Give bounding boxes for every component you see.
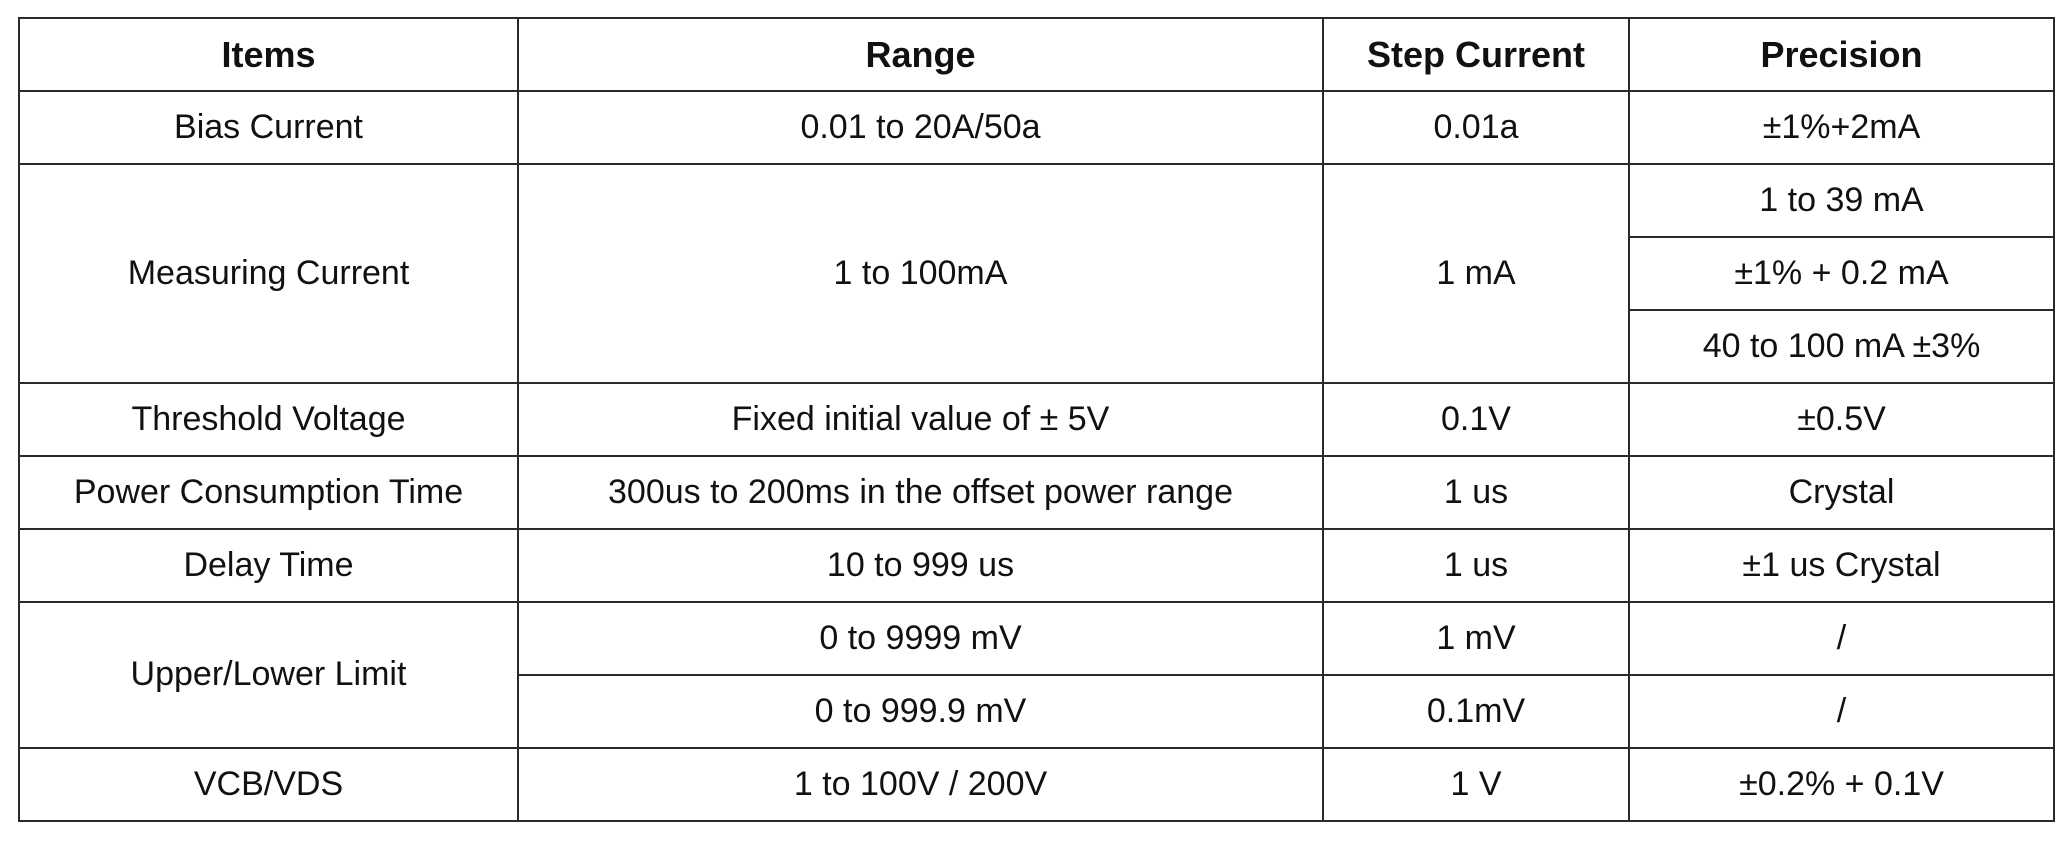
row-vcb-vds: VCB/VDS 1 to 100V / 200V 1 V ±0.2% + 0.1… <box>18 747 2055 822</box>
cell-item: Bias Current <box>18 90 519 165</box>
cell-range: 1 to 100V / 200V <box>517 747 1324 822</box>
header-range: Range <box>517 17 1324 92</box>
cell-range: 10 to 999 us <box>517 528 1324 603</box>
cell-precision: Crystal <box>1628 455 2055 530</box>
cell-precision: ±1%+2mA <box>1628 90 2055 165</box>
spec-table-container: Items Range Step Current Precision Bias … <box>18 17 2055 822</box>
cell-item: Measuring Current <box>18 163 519 384</box>
header-items: Items <box>18 17 519 92</box>
cell-step: 1 mV <box>1322 601 1630 676</box>
cell-step: 0.1mV <box>1322 674 1630 749</box>
cell-precision: 40 to 100 mA ±3% <box>1628 309 2055 384</box>
row-threshold-voltage: Threshold Voltage Fixed initial value of… <box>18 382 2055 457</box>
header-row: Items Range Step Current Precision <box>18 17 2055 92</box>
cell-range: Fixed initial value of ± 5V <box>517 382 1324 457</box>
cell-item: VCB/VDS <box>18 747 519 822</box>
cell-step: 1 V <box>1322 747 1630 822</box>
cell-precision: ±0.5V <box>1628 382 2055 457</box>
row-delay-time: Delay Time 10 to 999 us 1 us ±1 us Cryst… <box>18 528 2055 603</box>
cell-step: 1 us <box>1322 455 1630 530</box>
row-power-consumption-time: Power Consumption Time 300us to 200ms in… <box>18 455 2055 530</box>
cell-range: 0.01 to 20A/50a <box>517 90 1324 165</box>
cell-range: 0 to 9999 mV <box>517 601 1324 676</box>
cell-step: 1 mA <box>1322 163 1630 384</box>
row-bias-current: Bias Current 0.01 to 20A/50a 0.01a ±1%+2… <box>18 90 2055 165</box>
cell-precision: ±1% + 0.2 mA <box>1628 236 2055 311</box>
cell-step: 0.01a <box>1322 90 1630 165</box>
cell-precision: ±0.2% + 0.1V <box>1628 747 2055 822</box>
cell-precision: 1 to 39 mA <box>1628 163 2055 238</box>
cell-range: 0 to 999.9 mV <box>517 674 1324 749</box>
header-precision: Precision <box>1628 17 2055 92</box>
cell-precision: / <box>1628 601 2055 676</box>
cell-step: 0.1V <box>1322 382 1630 457</box>
cell-item: Upper/Lower Limit <box>18 601 519 749</box>
cell-range: 1 to 100mA <box>517 163 1324 384</box>
row-upper-lower-limit-sub: 0 to 999.9 mV 0.1mV / <box>19 674 2055 749</box>
row-measuring-current-sub: 40 to 100 mA ±3% <box>19 309 2055 384</box>
cell-item: Power Consumption Time <box>18 455 519 530</box>
row-measuring-current-sub: ±1% + 0.2 mA <box>19 236 2055 311</box>
row-measuring-current: Measuring Current 1 to 100mA 1 mA 1 to 3… <box>18 163 2055 384</box>
cell-step: 1 us <box>1322 528 1630 603</box>
header-step-current: Step Current <box>1322 17 1630 92</box>
cell-item: Delay Time <box>18 528 519 603</box>
row-upper-lower-limit: Upper/Lower Limit 0 to 9999 mV 1 mV / <box>18 601 2055 749</box>
cell-precision: ±1 us Crystal <box>1628 528 2055 603</box>
cell-item: Threshold Voltage <box>18 382 519 457</box>
cell-precision: / <box>1628 674 2055 749</box>
specification-table: Items Range Step Current Precision Bias … <box>18 17 2055 822</box>
cell-range: 300us to 200ms in the offset power range <box>517 455 1324 530</box>
